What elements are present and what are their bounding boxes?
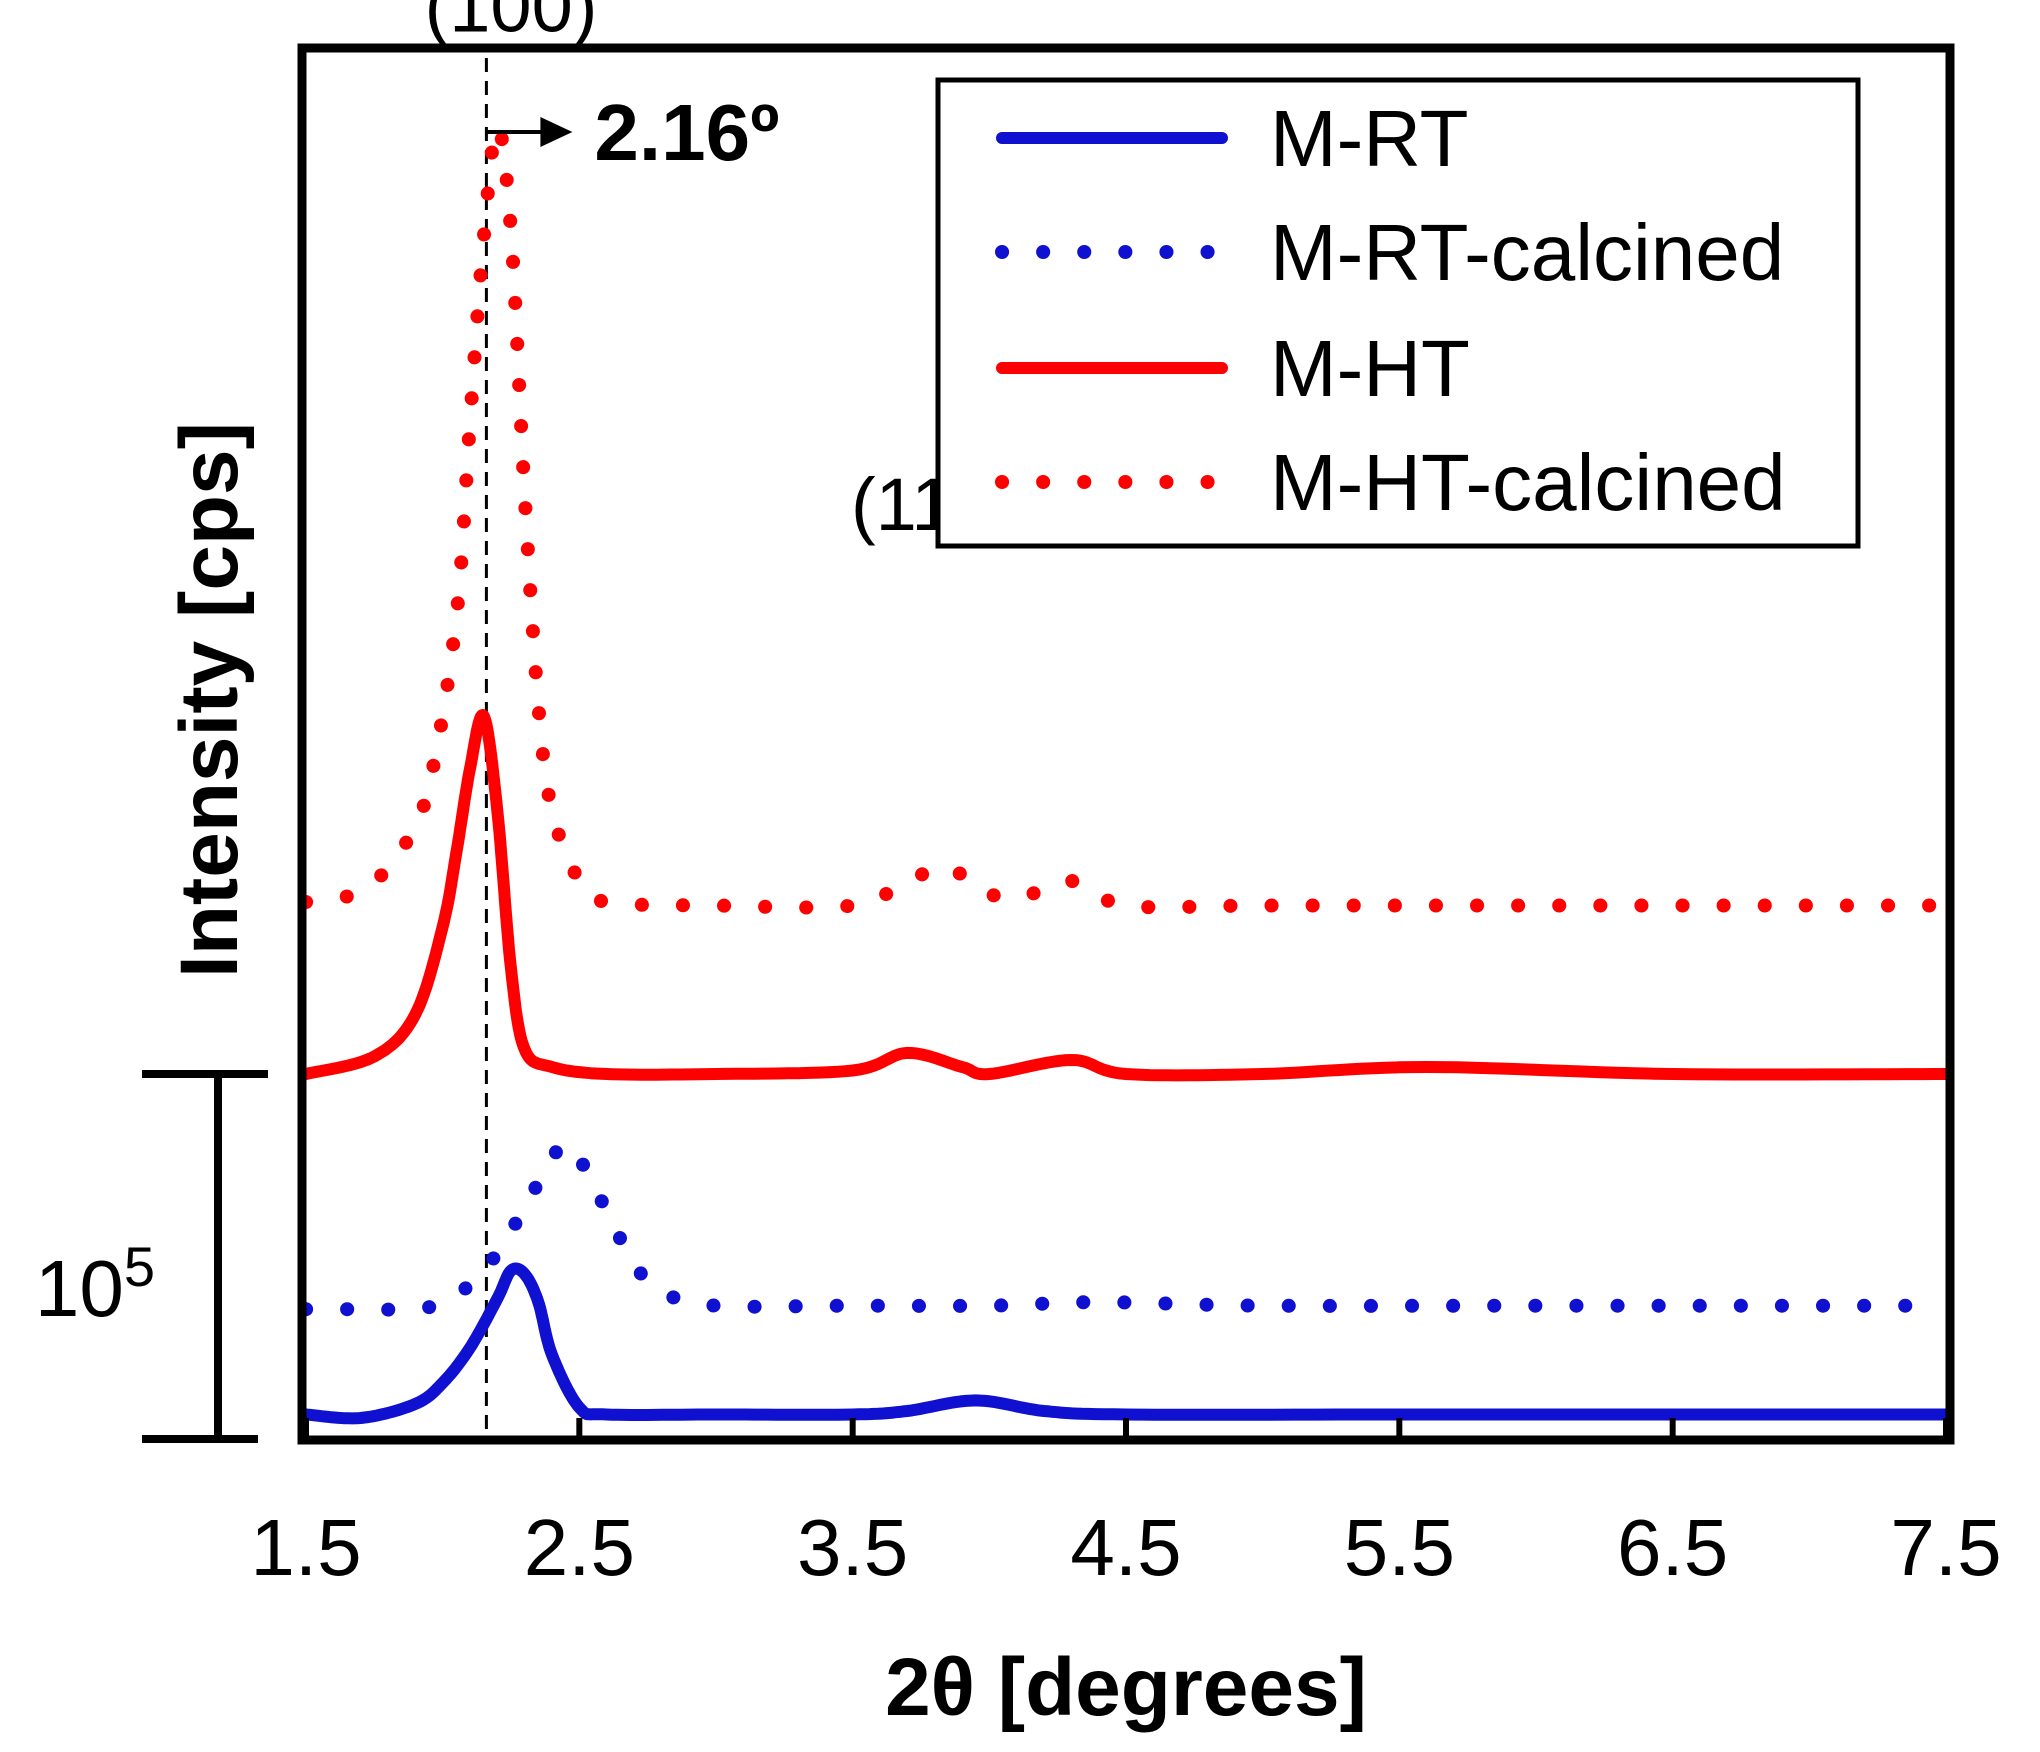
legend-label-m-rt-calcined: M-RT-calcined <box>1270 208 1784 297</box>
series-layer <box>302 119 1950 1425</box>
series-line-m-rt-calcined <box>302 1137 1950 1317</box>
x-tick-label-7-5: 7.5 <box>1890 1503 2001 1592</box>
legend-label-m-ht: M-HT <box>1270 324 1470 413</box>
x-tick-label-6-5: 6.5 <box>1617 1503 1728 1592</box>
scale-bar-exponent: 5 <box>124 1235 155 1298</box>
x-tick-label-4-5: 4.5 <box>1070 1503 1181 1592</box>
series-line-m-rt <box>302 1262 1950 1425</box>
legend-box <box>935 77 1861 549</box>
x-tick-label-2-5: 2.5 <box>524 1503 635 1592</box>
legend-label-m-ht-calcined: M-HT-calcined <box>1270 438 1786 527</box>
x-axis-ticks: 1.5 2.5 3.5 4.5 5.5 6.5 7.5 <box>250 1418 2002 1592</box>
legend-label-m-rt: M-RT <box>1270 94 1468 183</box>
series-line-m-ht-calcined <box>302 119 1950 915</box>
series-line-m-ht <box>302 709 1950 1082</box>
plot-frame <box>297 43 1955 1445</box>
shift-label: 2.16º <box>594 88 779 177</box>
y-axis-title: Intensity [cps] <box>164 422 255 978</box>
intensity-scale-bar: 105 <box>35 1070 268 1443</box>
peak-label-100: (100) <box>425 0 598 48</box>
legend-items: M-RT M-RT-calcined M-HT M-HT-calcined <box>995 94 1786 527</box>
x-tick-label-3-5: 3.5 <box>797 1503 908 1592</box>
scale-bar-base: 10 <box>35 1244 124 1333</box>
x-tick-label-5-5: 5.5 <box>1344 1503 1455 1592</box>
x-tick-label-1-5: 1.5 <box>250 1503 361 1592</box>
x-axis-title: 2θ [degrees] <box>885 1642 1367 1733</box>
scale-bar-label: 105 <box>35 1235 155 1333</box>
legend: M-RT M-RT-calcined M-HT M-HT-calcined <box>935 77 1861 549</box>
shift-arrow-head <box>540 117 573 147</box>
